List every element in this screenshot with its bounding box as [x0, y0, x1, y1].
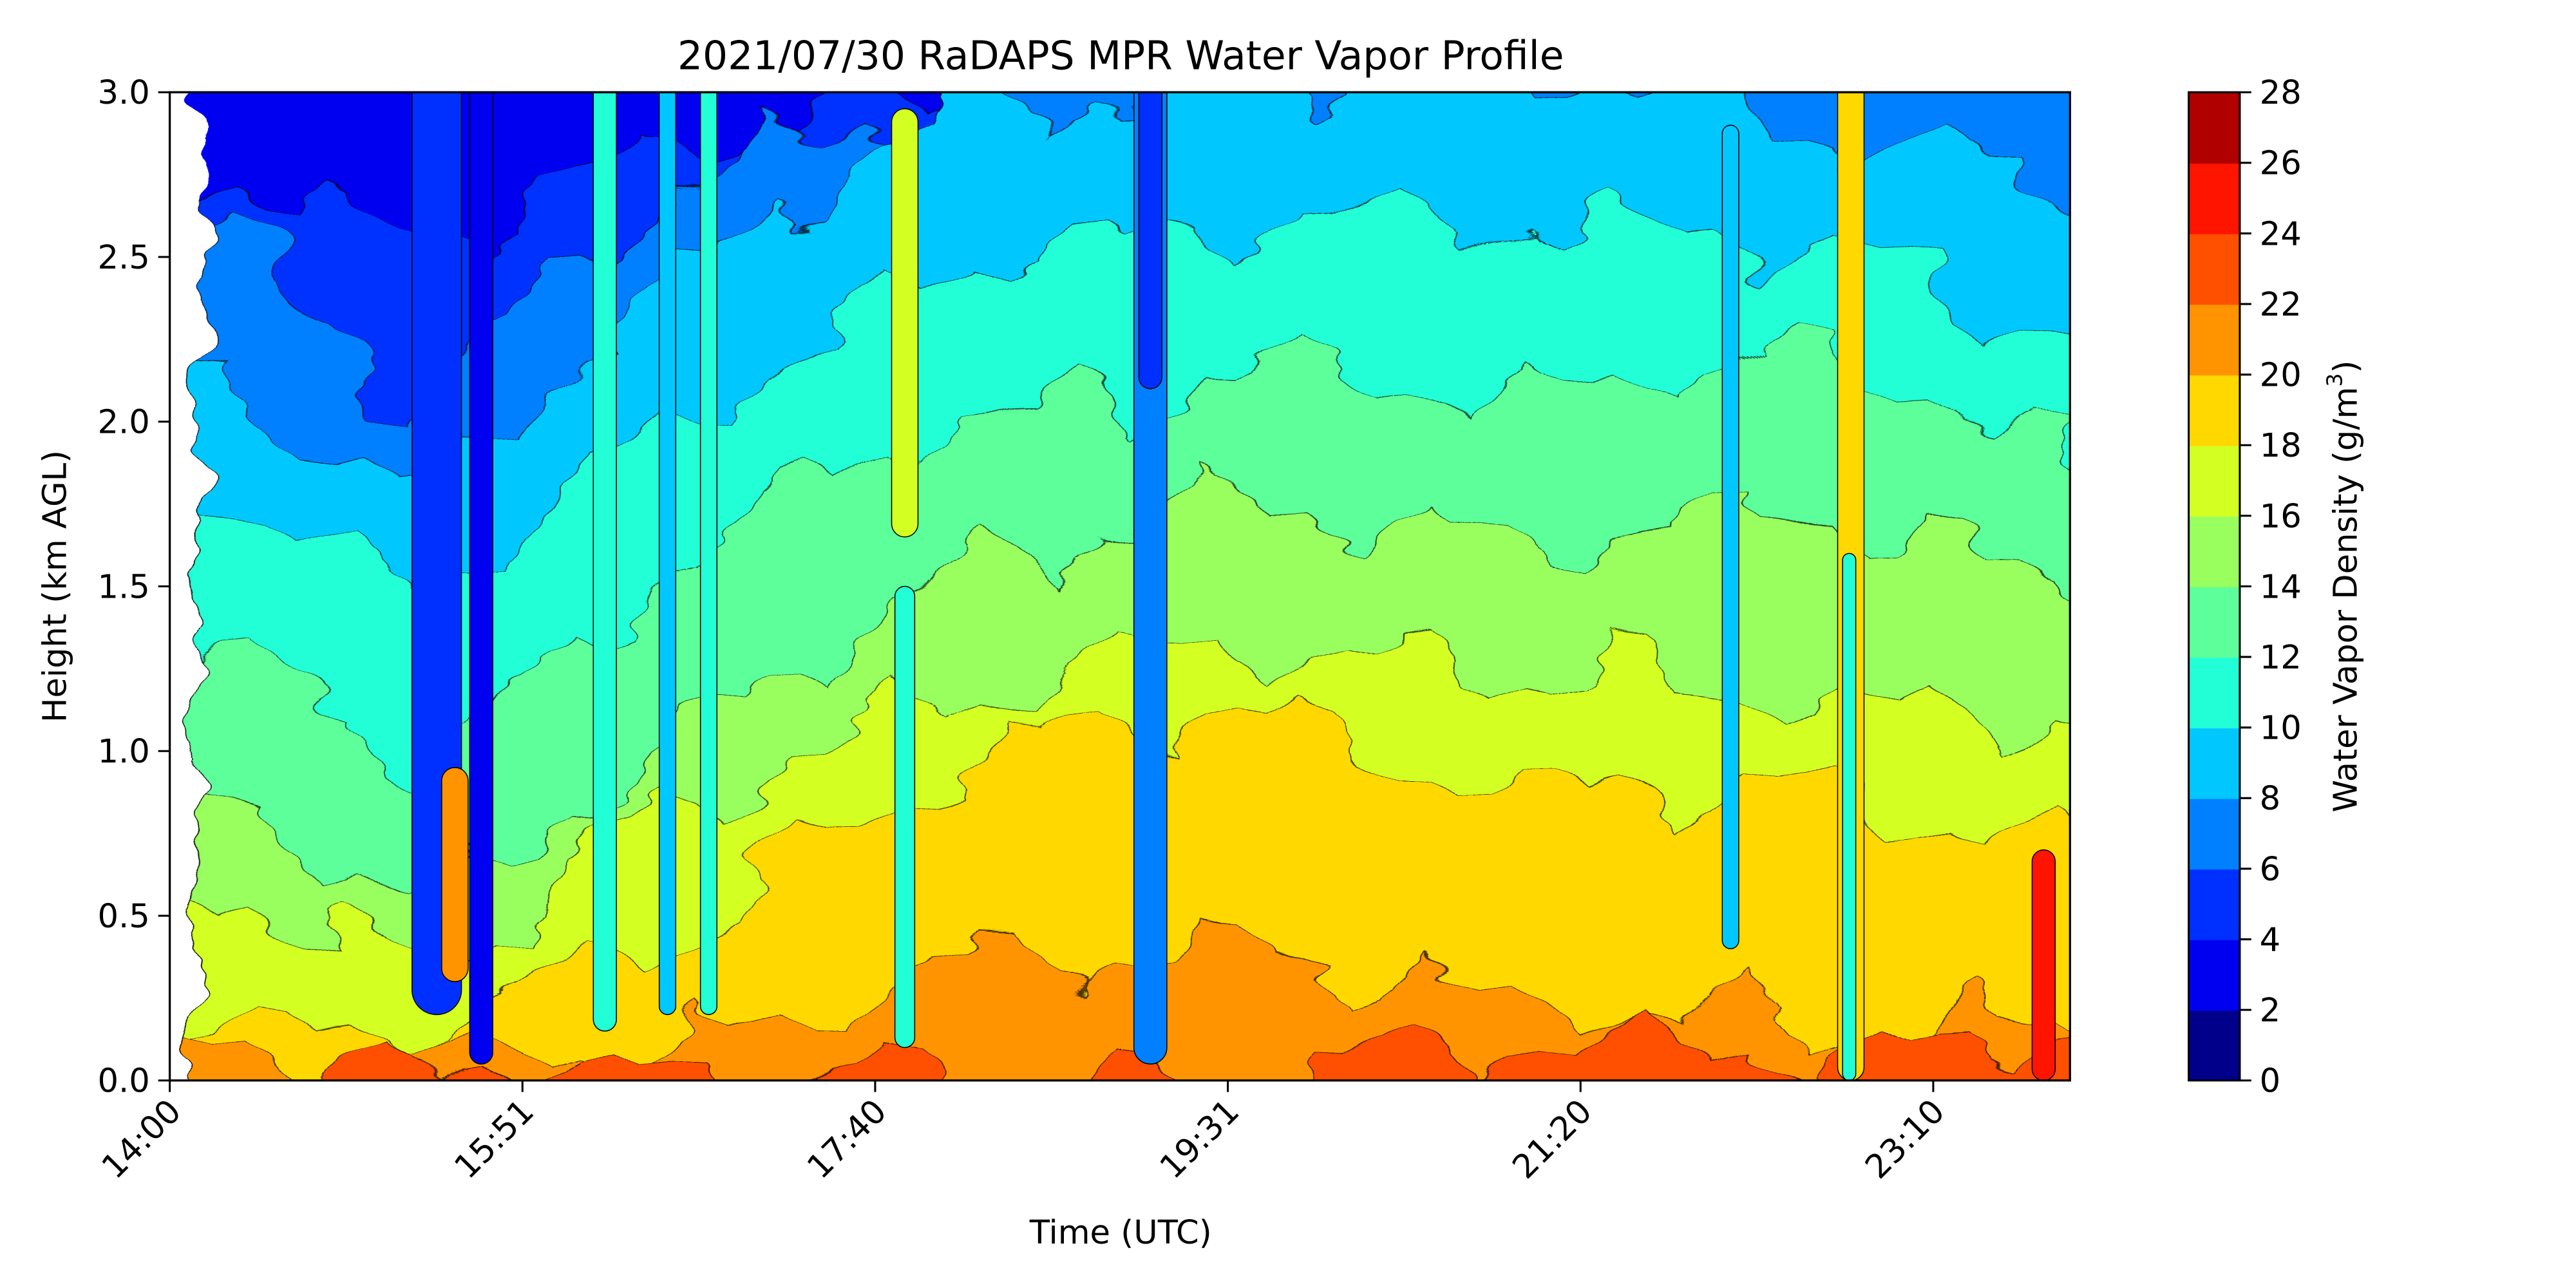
colorbar-segment-20-22 — [2188, 304, 2240, 375]
x-tick-label: 23:10 — [1859, 1092, 1953, 1186]
colorbar-tick-label: 16 — [2260, 498, 2302, 536]
dry-plume — [469, 92, 493, 1065]
y-axis: 0.0 0.5 1.0 1.5 2.0 2.5 3.0 — [98, 74, 170, 1101]
y-tick-label: 3.0 — [98, 74, 150, 112]
dry-plume — [1721, 124, 1739, 949]
colorbar-tick-label: 14 — [2260, 568, 2302, 606]
colorbar-tick-label: 0 — [2260, 1063, 2281, 1101]
x-tick-label: 21:20 — [1506, 1092, 1600, 1186]
y-tick-label: 1.0 — [98, 733, 150, 771]
colorbar-tick-label: 10 — [2260, 710, 2302, 748]
colorbar-segment-16-18 — [2188, 445, 2240, 517]
colorbar-segment-12-14 — [2188, 586, 2240, 658]
colorbar-segment-4-6 — [2188, 868, 2240, 940]
dry-plume — [1842, 553, 1857, 1081]
colorbar-tick-label: 24 — [2260, 215, 2302, 253]
colorbar-segment-10-12 — [2188, 657, 2240, 728]
moist-plume — [441, 767, 469, 983]
colorbar-tick-label: 18 — [2260, 427, 2302, 465]
colorbar-label: Water Vapor Density (g/m3) — [2322, 360, 2365, 812]
x-tick-label: 14:00 — [95, 1092, 189, 1186]
colorbar-segment-22-24 — [2188, 233, 2240, 305]
y-tick-label: 0.5 — [98, 898, 150, 936]
colorbar-segment-14-16 — [2188, 515, 2240, 587]
colorbar-tick-label: 6 — [2260, 851, 2281, 889]
colorbar-segment-8-10 — [2188, 727, 2240, 799]
x-axis-label: Time (UTC) — [1029, 1214, 1212, 1252]
contour-band-22-24 — [197, 1008, 2070, 1081]
colorbar-segment-0-2 — [2188, 1010, 2240, 1082]
dry-plume — [699, 92, 718, 1016]
vertical-bands — [412, 92, 2056, 1081]
colorbar-tick-label: 22 — [2260, 286, 2302, 324]
y-axis-label: Height (km AGL) — [36, 450, 74, 723]
y-tick-label: 2.5 — [98, 239, 150, 277]
moist-plume — [2031, 849, 2056, 1081]
x-tick-label: 19:31 — [1153, 1092, 1247, 1186]
colorbar-segment-18-20 — [2188, 374, 2240, 446]
colorbar-segment-26-28 — [2188, 92, 2240, 164]
moist-plume — [891, 108, 919, 538]
y-tick-label: 1.5 — [98, 568, 150, 606]
x-tick-label: 15:51 — [448, 1092, 542, 1186]
colorbar-segment-2-4 — [2188, 939, 2240, 1011]
x-tick-label: 17:40 — [800, 1092, 895, 1186]
y-tick-label: 2.0 — [98, 404, 150, 442]
colorbar-tick-label: 20 — [2260, 357, 2302, 395]
colorbar-segment-24-26 — [2188, 162, 2240, 234]
colorbar-tick-label: 12 — [2260, 639, 2302, 677]
chart-title: 2021/07/30 RaDAPS MPR Water Vapor Profil… — [677, 33, 1564, 79]
dry-plume — [1138, 92, 1162, 390]
dry-plume — [592, 92, 617, 1032]
plot-area — [169, 92, 2070, 1081]
colorbar-tick-label: 8 — [2260, 780, 2281, 818]
colorbar-tick-label: 4 — [2260, 921, 2281, 959]
x-axis: 14:00 15:51 17:40 19:31 21:20 23:10 — [95, 1080, 1953, 1186]
colorbar-tick-label: 26 — [2260, 145, 2302, 183]
dry-plume — [894, 585, 916, 1048]
colorbar-segment-6-8 — [2188, 798, 2240, 870]
colorbar-tick-label: 2 — [2260, 992, 2281, 1030]
colorbar-tick-label: 28 — [2260, 74, 2302, 112]
y-tick-label: 0.0 — [98, 1063, 150, 1101]
dry-plume — [658, 92, 677, 1016]
